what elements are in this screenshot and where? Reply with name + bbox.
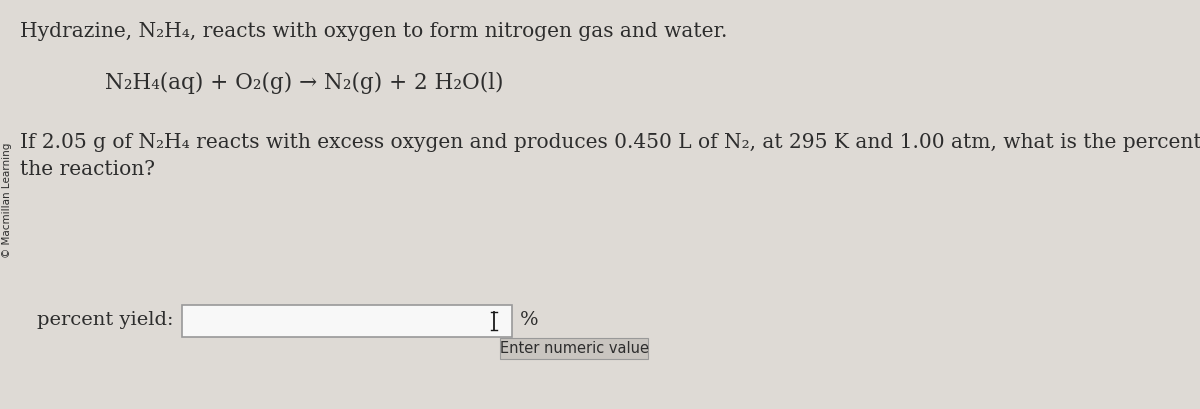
Text: N₂H₄(aq) + O₂(g) → N₂(g) + 2 H₂O(l): N₂H₄(aq) + O₂(g) → N₂(g) + 2 H₂O(l) [106,72,504,94]
FancyBboxPatch shape [500,338,648,359]
Text: Hydrazine, N₂H₄, reacts with oxygen to form nitrogen gas and water.: Hydrazine, N₂H₄, reacts with oxygen to f… [20,22,727,41]
Text: If 2.05 g of N₂H₄ reacts with excess oxygen and produces 0.450 L of N₂, at 295 K: If 2.05 g of N₂H₄ reacts with excess oxy… [20,133,1200,152]
Text: Enter numeric value: Enter numeric value [499,341,648,356]
Text: percent yield:: percent yield: [37,311,174,329]
Text: the reaction?: the reaction? [20,160,155,179]
FancyBboxPatch shape [182,305,512,337]
Text: © Macmillan Learning: © Macmillan Learning [2,142,12,258]
Text: %: % [520,311,539,329]
